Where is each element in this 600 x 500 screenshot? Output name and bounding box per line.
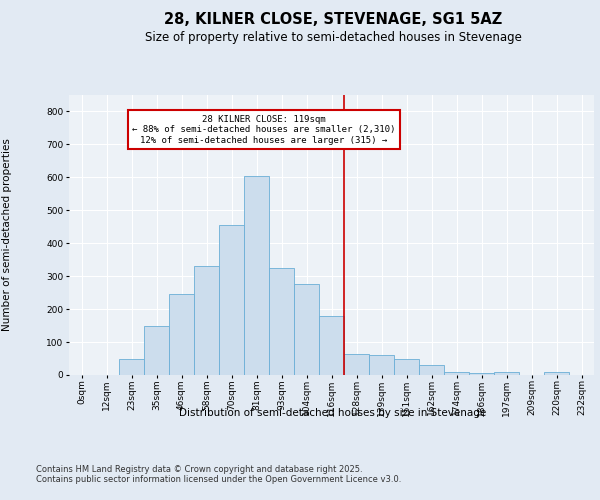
Text: Number of semi-detached properties: Number of semi-detached properties: [2, 138, 12, 332]
Bar: [344, 354, 369, 375]
Text: 28, KILNER CLOSE, STEVENAGE, SG1 5AZ: 28, KILNER CLOSE, STEVENAGE, SG1 5AZ: [164, 12, 502, 28]
Bar: [269, 268, 294, 375]
Bar: [369, 355, 394, 375]
Bar: [419, 365, 444, 375]
Bar: [244, 176, 269, 375]
Bar: [394, 358, 419, 375]
Bar: [469, 374, 494, 375]
Bar: [144, 326, 169, 375]
Bar: [169, 294, 194, 375]
Text: 28 KILNER CLOSE: 119sqm
← 88% of semi-detached houses are smaller (2,310)
12% of: 28 KILNER CLOSE: 119sqm ← 88% of semi-de…: [133, 115, 395, 144]
Bar: [444, 372, 469, 375]
Bar: [319, 316, 344, 375]
Bar: [219, 225, 244, 375]
Bar: [294, 284, 319, 375]
Bar: [494, 372, 519, 375]
Bar: [119, 358, 144, 375]
Bar: [194, 266, 219, 375]
Text: Size of property relative to semi-detached houses in Stevenage: Size of property relative to semi-detach…: [145, 31, 521, 44]
Bar: [544, 372, 569, 375]
Text: Contains HM Land Registry data © Crown copyright and database right 2025.
Contai: Contains HM Land Registry data © Crown c…: [36, 465, 401, 484]
Text: Distribution of semi-detached houses by size in Stevenage: Distribution of semi-detached houses by …: [179, 408, 487, 418]
